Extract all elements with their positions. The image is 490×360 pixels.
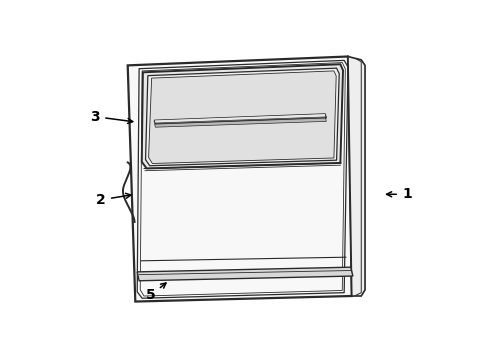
Text: 1: 1 xyxy=(387,187,412,201)
Polygon shape xyxy=(148,71,336,163)
Polygon shape xyxy=(146,68,339,166)
Polygon shape xyxy=(155,118,326,127)
Text: 3: 3 xyxy=(91,110,133,123)
Polygon shape xyxy=(154,114,326,123)
Polygon shape xyxy=(137,267,353,281)
PathPatch shape xyxy=(128,57,352,302)
Text: 4: 4 xyxy=(260,114,270,137)
Polygon shape xyxy=(154,114,326,124)
Polygon shape xyxy=(142,64,343,168)
Polygon shape xyxy=(348,57,365,296)
Text: 2: 2 xyxy=(96,193,131,207)
Text: 5: 5 xyxy=(146,283,166,302)
